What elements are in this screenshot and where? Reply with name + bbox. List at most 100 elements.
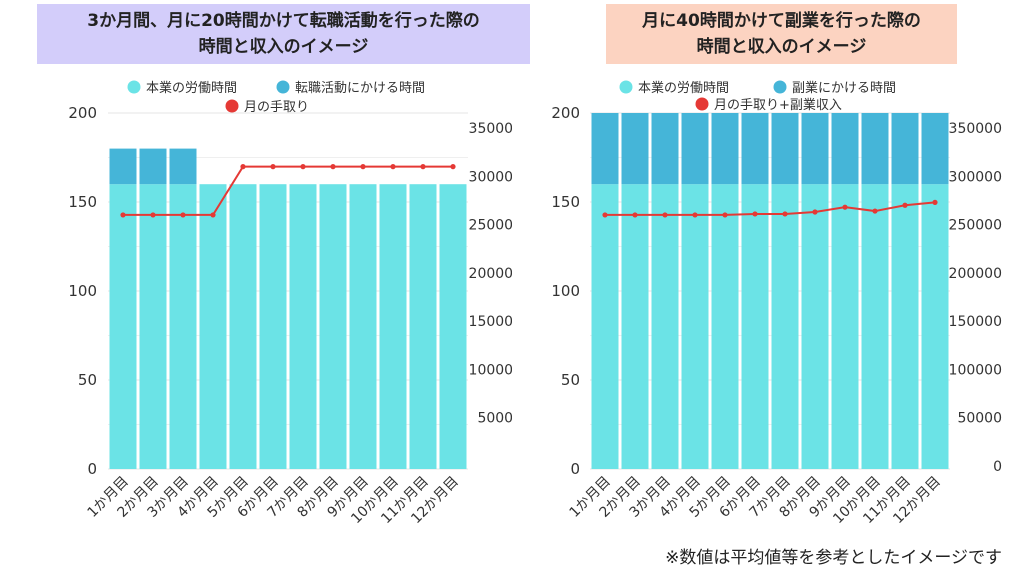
- line-point-12: [450, 164, 456, 170]
- bar-main-3: [651, 184, 679, 469]
- bar-main-2: [139, 184, 167, 469]
- line-point-12: [932, 199, 938, 205]
- bar-main-3: [169, 184, 197, 469]
- line-point-4: [210, 212, 216, 218]
- legend-marker: [276, 80, 290, 94]
- bar-main-6: [741, 184, 769, 469]
- right-axis-tick-label: 0: [993, 459, 1002, 475]
- line-point-7: [300, 164, 306, 170]
- right-axis-tick-label: 300000: [949, 169, 1002, 185]
- bar-main-4: [681, 184, 709, 469]
- line-point-7: [782, 211, 788, 217]
- right-axis-tick-label: 350000: [469, 121, 512, 137]
- series-line-income: [123, 165, 453, 216]
- bar-main-12: [921, 184, 949, 469]
- left-axis-tick-label: 50: [561, 371, 580, 389]
- left-axis-tick-label: 0: [570, 460, 580, 478]
- legend-label: 月の手取り: [244, 100, 309, 115]
- right-axis-tick-label: 150000: [949, 314, 1002, 330]
- chart-title-left-line-1: 3か月間、月に20時間かけて転職活動を行った際の: [87, 11, 480, 31]
- chart-right: 0 50 100 150 200 0 50000 100000 150000 200000 2500…: [551, 80, 1002, 527]
- bar-extra-11: [891, 113, 919, 185]
- left-axis-tick-label: 100: [551, 282, 580, 300]
- legend-label: 本業の労働時間: [146, 80, 237, 96]
- bar-extra-1: [591, 113, 619, 185]
- right-axis-tick-label: 100000: [949, 362, 1002, 378]
- line-point-5: [722, 212, 728, 218]
- bar-main-12: [439, 184, 467, 469]
- right-axis-tick-label: 200000: [469, 266, 512, 282]
- bar-main-11: [409, 184, 437, 469]
- bar-main-10: [379, 184, 407, 469]
- right-axis-tick-label: 100000: [469, 362, 512, 378]
- legend-label: 本業の労働時間: [638, 80, 729, 96]
- chart-title-right-line-1: 月に40時間かけて副業を行った際の: [642, 11, 921, 31]
- bar-extra-1: [109, 148, 137, 185]
- line-point-2: [150, 212, 156, 218]
- bar-extra-12: [921, 113, 949, 185]
- right-axis-tick-label: 300000: [469, 169, 512, 185]
- line-point-8: [812, 209, 818, 215]
- left-axis-tick-label: 200: [68, 104, 97, 122]
- line-point-1: [602, 212, 608, 218]
- legend-marker: [619, 80, 633, 94]
- right-axis-tick-label: 50000: [957, 411, 1002, 427]
- bar-main-10: [861, 184, 889, 469]
- right-axis-tick-label: 250000: [949, 218, 1002, 234]
- legend-marker: [695, 97, 709, 111]
- bar-extra-2: [621, 113, 649, 185]
- bar-main-2: [621, 184, 649, 469]
- legend-marker: [773, 80, 787, 94]
- bar-extra-3: [169, 148, 197, 185]
- bar-main-5: [229, 184, 257, 469]
- chart-title-left-line-2: 時間と収入のイメージ: [198, 37, 369, 57]
- line-point-6: [270, 164, 276, 170]
- bar-extra-8: [801, 113, 829, 185]
- bar-main-1: [109, 184, 137, 469]
- bar-main-1: [591, 184, 619, 469]
- chart-title-right-line-2: 時間と収入のイメージ: [696, 37, 867, 57]
- line-point-3: [180, 212, 186, 218]
- legend-label: 月の手取り+副業収入: [714, 97, 842, 113]
- line-point-10: [872, 208, 878, 214]
- footnote: ※数値は平均値等を参考としたイメージです: [665, 548, 1002, 568]
- line-point-10: [390, 164, 396, 170]
- line-point-9: [842, 204, 848, 210]
- line-point-1: [120, 212, 126, 218]
- line-point-5: [240, 164, 246, 170]
- legend-marker: [127, 80, 141, 94]
- right-axis-tick-label: 350000: [949, 121, 1002, 137]
- chart-title-right: 月に40時間かけて副業を行った際の 時間と収入のイメージ: [606, 4, 957, 64]
- left-axis-tick-label: 150: [551, 193, 580, 211]
- bar-main-9: [831, 184, 859, 469]
- line-point-11: [420, 164, 426, 170]
- bar-extra-10: [861, 113, 889, 185]
- line-point-6: [752, 211, 758, 217]
- right-axis-tick-label: 150000: [469, 314, 512, 330]
- bar-extra-4: [681, 113, 709, 185]
- left-axis-tick-label: 100: [68, 282, 97, 300]
- legend-label: 転職活動にかける時間: [295, 81, 425, 96]
- right-axis-tick-label: 50000: [477, 411, 512, 427]
- bar-main-5: [711, 184, 739, 469]
- bar-main-6: [259, 184, 287, 469]
- legend-marker: [225, 99, 239, 113]
- line-point-4: [692, 212, 698, 218]
- line-point-8: [330, 164, 336, 170]
- bar-extra-7: [771, 113, 799, 185]
- bar-extra-6: [741, 113, 769, 185]
- line-point-3: [662, 212, 668, 218]
- bar-main-4: [199, 184, 227, 469]
- bar-extra-2: [139, 148, 167, 185]
- series-line-income: [605, 201, 936, 216]
- line-point-11: [902, 202, 908, 208]
- bar-main-7: [771, 184, 799, 469]
- gridlines: [108, 112, 468, 470]
- line-point-9: [360, 164, 366, 170]
- chart-title-left: 3か月間、月に20時間かけて転職活動を行った際の 時間と収入のイメージ: [37, 4, 530, 64]
- left-axis-tick-label: 0: [87, 460, 97, 478]
- bar-main-8: [319, 184, 347, 469]
- chart-left: 0501001502000500001000001500002000002500…: [68, 80, 512, 527]
